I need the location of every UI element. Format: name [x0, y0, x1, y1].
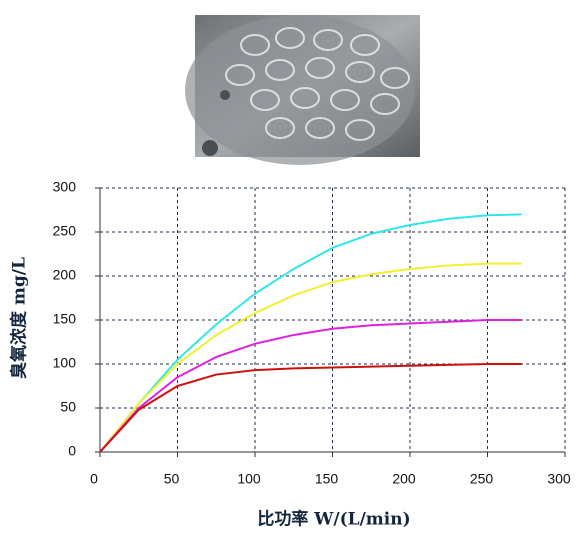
x-tick-label: 250	[470, 471, 494, 487]
y-tick-label: 100	[53, 355, 77, 371]
photo	[185, 15, 420, 165]
x-tick-label: 50	[164, 471, 180, 487]
series-line	[99, 363, 522, 453]
x-tick-label: 150	[315, 471, 339, 487]
x-axis-title: 比功率 W/(L/min)	[257, 509, 410, 530]
series-line	[99, 262, 522, 453]
y-tick-label: 150	[53, 311, 77, 327]
y-tick-label: 250	[53, 223, 77, 239]
x-tick-label: 300	[547, 471, 571, 487]
x-tick-label: 200	[392, 471, 416, 487]
series-line	[99, 213, 522, 453]
series-line	[99, 319, 522, 453]
x-tick-label: 0	[90, 471, 98, 487]
y-tick-label: 0	[68, 443, 76, 459]
y-tick-label: 200	[53, 267, 77, 283]
y-tick-label: 50	[60, 399, 76, 415]
y-tick-label: 300	[53, 179, 77, 195]
x-tick-label: 100	[237, 471, 261, 487]
y-axis-title: 臭氧浓度 mg/L	[9, 257, 30, 379]
